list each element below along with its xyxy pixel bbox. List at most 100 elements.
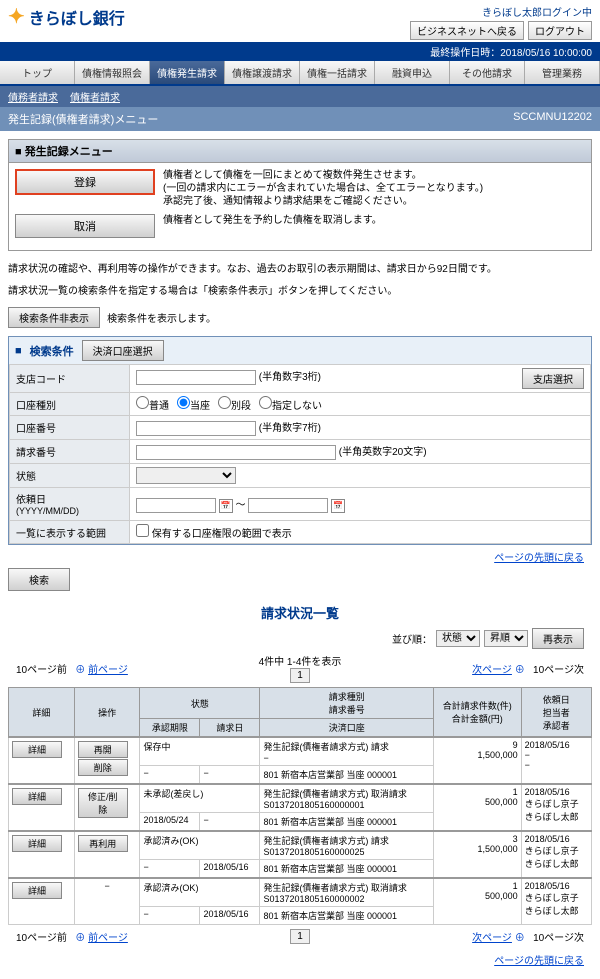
- timestamp: 最終操作日時：2018/05/16 10:00:00: [0, 42, 600, 61]
- reqtype-cell: 発生記録(債権者請求方式) 請求−: [260, 737, 434, 766]
- main-tabs: トップ債権情報照会債権発生請求債権譲渡請求債権一括請求融資申込その他請求管理業務: [0, 61, 600, 86]
- page-top-link[interactable]: ページの先頭に戻る: [494, 956, 584, 967]
- op-button[interactable]: 再利用: [78, 835, 128, 852]
- prev10-link[interactable]: 10ページ前: [16, 933, 67, 944]
- depdate-cell: 2018/05/16きらぼし京子きらぼし太郎: [521, 831, 591, 878]
- reqtype-cell: 発生記録(債権者請求方式) 取消請求S0137201805160000001: [260, 784, 434, 813]
- date-to-input[interactable]: [248, 498, 328, 513]
- prev10-link[interactable]: 10ページ前: [16, 665, 67, 676]
- logout-button[interactable]: ログアウト: [528, 21, 592, 40]
- th-reqdate: 依頼日 担当者 承認者: [521, 688, 591, 738]
- next10-link[interactable]: 10ページ次: [533, 665, 584, 676]
- branch-select-button[interactable]: 支店選択: [522, 368, 584, 389]
- status-cell: 保存中: [140, 737, 260, 766]
- disp-range-label: 一覧に表示する範囲: [10, 521, 130, 544]
- search-toggle-desc: 検索条件を表示します。: [107, 314, 216, 325]
- calendar-icon[interactable]: 📅: [331, 499, 345, 513]
- reqdate-cell: −: [200, 813, 260, 832]
- th-reqdate2: 請求日: [200, 719, 260, 738]
- menu-button[interactable]: 取消: [15, 214, 155, 238]
- search-area: ■ 検索条件 決済口座選択 支店コード (半角数字3桁) 支店選択 口座種別 普…: [8, 336, 592, 545]
- tab-0[interactable]: トップ: [0, 61, 75, 84]
- sort-dir-select[interactable]: 昇順: [484, 630, 528, 647]
- user-info: きらぼし太郎ログイン中: [410, 4, 592, 19]
- tab-2[interactable]: 債権発生請求: [150, 61, 225, 84]
- acct-cell: 801 新宿本店営業部 当座 000001: [260, 907, 434, 925]
- logo: ✦ きらぼし銀行: [8, 4, 125, 29]
- page-top-link[interactable]: ページの先頭に戻る: [494, 553, 584, 564]
- menu-desc: 債権者として債権を一回にまとめて複数件発生させます。(一回の請求内にエラーが含ま…: [163, 169, 585, 208]
- menu-desc: 債権者として発生を予約した債権を取消します。: [163, 214, 585, 227]
- tab-7[interactable]: 管理業務: [525, 61, 600, 84]
- reqdate-cell: 2018/05/16: [200, 907, 260, 925]
- next-page-link[interactable]: 次ページ: [472, 933, 512, 944]
- reqdate-cell: −: [200, 766, 260, 785]
- back-button[interactable]: ビジネスネットへ戻る: [410, 21, 524, 40]
- subtab-0[interactable]: 債務者請求: [8, 89, 58, 104]
- op-button[interactable]: 再開: [78, 741, 128, 758]
- subtabs: 債務者請求債権者請求: [0, 86, 600, 107]
- op-button[interactable]: 削除: [78, 759, 128, 776]
- tab-4[interactable]: 債権一括請求: [300, 61, 375, 84]
- approve-due-cell: 2018/05/24: [140, 813, 200, 832]
- disp-range-checkbox[interactable]: [136, 524, 149, 537]
- tab-6[interactable]: その他請求: [450, 61, 525, 84]
- prev-page-link[interactable]: 前ページ: [88, 933, 128, 944]
- sort-field-select[interactable]: 状態: [436, 630, 480, 647]
- detail-button[interactable]: 詳細: [12, 741, 62, 758]
- total-cell: 91,500,000: [433, 737, 521, 784]
- next10-link[interactable]: 10ページ次: [533, 933, 584, 944]
- tab-5[interactable]: 融資申込: [375, 61, 450, 84]
- branch-label: 支店コード: [10, 365, 130, 393]
- tab-1[interactable]: 債権情報照会: [75, 61, 150, 84]
- acct-type-radio[interactable]: [259, 396, 272, 409]
- th-op: 操作: [74, 688, 140, 738]
- approve-due-cell: −: [140, 860, 200, 879]
- total-cell: 1500,000: [433, 878, 521, 925]
- note-1: 請求状況の確認や、再利用等の操作ができます。なお、過去のお取引の表示期間は、請求…: [8, 263, 592, 277]
- acct-type-radio[interactable]: [218, 396, 231, 409]
- prev-page-link[interactable]: 前ページ: [88, 665, 128, 676]
- detail-button[interactable]: 詳細: [12, 882, 62, 899]
- status-select[interactable]: [136, 467, 236, 484]
- detail-button[interactable]: 詳細: [12, 835, 62, 852]
- menu-button[interactable]: 登録: [15, 169, 155, 195]
- account-select-button[interactable]: 決済口座選択: [82, 340, 164, 361]
- sort-label: 並び順：: [392, 631, 432, 646]
- depdate-cell: 2018/05/16きらぼし京子きらぼし太郎: [521, 878, 591, 925]
- status-cell: 承認済み(OK): [140, 878, 260, 907]
- section-title-text: 発生記録(債権者請求)メニュー: [8, 111, 158, 127]
- op-button[interactable]: 修正/削除: [78, 788, 128, 818]
- next-page-link[interactable]: 次ページ: [472, 665, 512, 676]
- star-icon: ✦: [8, 4, 25, 29]
- acct-no-input[interactable]: [136, 421, 256, 436]
- tab-3[interactable]: 債権譲渡請求: [225, 61, 300, 84]
- section-title: 発生記録(債権者請求)メニュー SCCMNU12202: [0, 107, 600, 131]
- acct-no-label: 口座番号: [10, 416, 130, 440]
- menu-box: ■ 発生記録メニュー 登録債権者として債権を一回にまとめて複数件発生させます。(…: [8, 139, 592, 251]
- search-button[interactable]: 検索: [8, 568, 70, 591]
- status-cell: 承認済み(OK): [140, 831, 260, 860]
- date-from-input[interactable]: [136, 498, 216, 513]
- acct-type-radio[interactable]: [177, 396, 190, 409]
- th-detail: 詳細: [9, 688, 75, 738]
- req-no-input[interactable]: [136, 445, 336, 460]
- branch-input[interactable]: [136, 370, 256, 385]
- search-toggle-button[interactable]: 検索条件非表示: [8, 307, 100, 328]
- bank-name: きらぼし銀行: [29, 5, 125, 29]
- detail-button[interactable]: 詳細: [12, 788, 62, 805]
- note-2: 請求状況一覧の検索条件を指定する場合は「検索条件表示」ボタンを押してください。: [8, 285, 592, 299]
- result-count: 4件中 1-4件を表示: [259, 653, 342, 668]
- th-status: 状態: [140, 688, 260, 719]
- acct-cell: 801 新宿本店営業部 当座 000001: [260, 813, 434, 832]
- acct-type-radio[interactable]: [136, 396, 149, 409]
- list-title: 請求状況一覧: [8, 603, 592, 622]
- calendar-icon[interactable]: 📅: [219, 499, 233, 513]
- search-header: ■ 検索条件 決済口座選択: [9, 337, 591, 364]
- subtab-1[interactable]: 債権者請求: [70, 89, 120, 104]
- acct-cell: 801 新宿本店営業部 当座 000001: [260, 860, 434, 879]
- acct-type-label: 口座種別: [10, 393, 130, 416]
- redisplay-button[interactable]: 再表示: [532, 628, 584, 649]
- acct-cell: 801 新宿本店営業部 当座 000001: [260, 766, 434, 785]
- req-no-label: 請求番号: [10, 440, 130, 464]
